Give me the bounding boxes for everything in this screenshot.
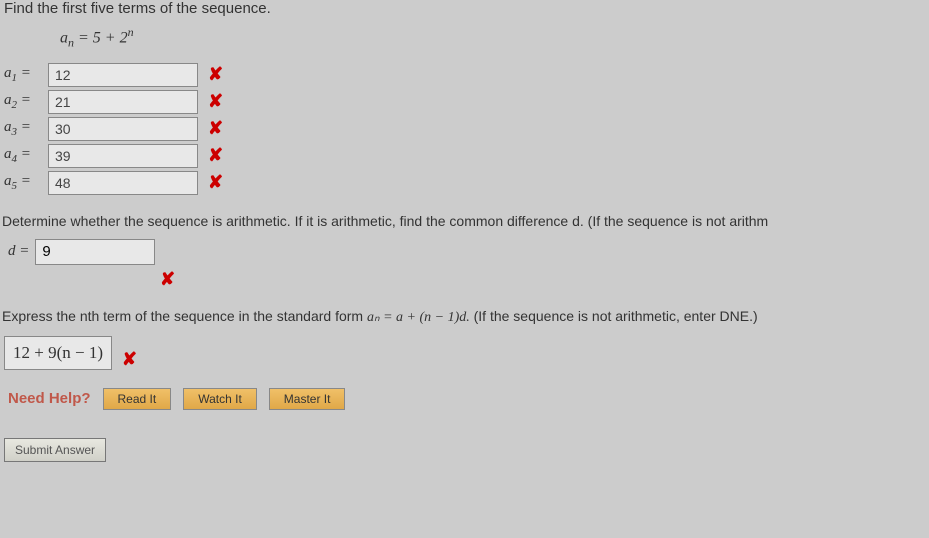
formula-eq: = 5 + 2 [74, 29, 128, 46]
sequence-formula: an = 5 + 2n [0, 25, 929, 51]
prompt-find-terms: Find the first five terms of the sequenc… [0, 0, 929, 17]
need-help-label: Need Help? [8, 390, 91, 407]
term-label-4: a4 = [4, 146, 48, 165]
formula-sup-n: n [128, 25, 134, 39]
need-help-row: Need Help? Read It Watch It Master It [0, 388, 929, 410]
x-icon: ✘ [208, 118, 223, 139]
term-input-3[interactable] [48, 117, 198, 141]
term-input-1[interactable] [48, 63, 198, 87]
formula-a: a [60, 29, 68, 46]
d-input[interactable] [35, 239, 155, 265]
x-icon: ✘ [208, 64, 223, 85]
read-it-button[interactable]: Read It [103, 388, 172, 410]
d-row: d = [0, 239, 929, 265]
master-it-button[interactable]: Master It [269, 388, 346, 410]
x-icon: ✘ [122, 349, 137, 370]
term-row-3: a3 = ✘ [0, 117, 929, 141]
prompt3-formula: aₙ = a + (n − 1)d. [367, 310, 470, 325]
prompt3-text-b: (If the sequence is not arithmetic, ente… [470, 308, 758, 324]
term-input-5[interactable] [48, 171, 198, 195]
x-icon: ✘ [160, 269, 929, 290]
prompt-nth-term: Express the nth term of the sequence in … [0, 308, 929, 326]
x-icon: ✘ [208, 172, 223, 193]
term-input-2[interactable] [48, 90, 198, 114]
term-row-1: a1 = ✘ [0, 63, 929, 87]
term-label-3: a3 = [4, 119, 48, 138]
term-label-1: a1 = [4, 65, 48, 84]
term-label-2: a2 = [4, 92, 48, 111]
nth-term-input[interactable]: 12 + 9(n − 1) [4, 336, 112, 370]
term-input-4[interactable] [48, 144, 198, 168]
term-row-2: a2 = ✘ [0, 90, 929, 114]
prompt3-text-a: Express the nth term of the sequence in … [2, 308, 367, 324]
x-icon: ✘ [208, 91, 223, 112]
prompt-arithmetic: Determine whether the sequence is arithm… [0, 213, 929, 229]
term-row-5: a5 = ✘ [0, 171, 929, 195]
term-row-4: a4 = ✘ [0, 144, 929, 168]
d-label: d = [8, 243, 29, 260]
x-icon: ✘ [208, 145, 223, 166]
watch-it-button[interactable]: Watch It [183, 388, 257, 410]
term-label-5: a5 = [4, 173, 48, 192]
submit-answer-button[interactable]: Submit Answer [4, 438, 106, 462]
